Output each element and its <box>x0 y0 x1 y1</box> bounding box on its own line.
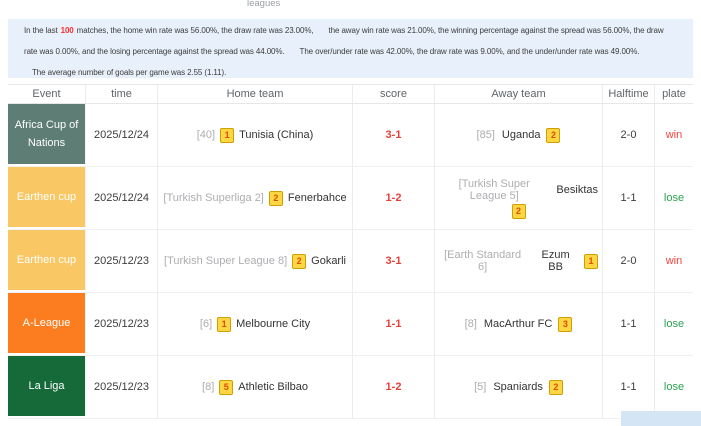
home-rank: [Turkish Super League 8] <box>164 255 288 267</box>
home-card-badge: 1 <box>220 127 235 143</box>
away-team-name: Uganda <box>501 129 541 141</box>
header-cell-score: score <box>353 85 435 103</box>
away-rank: [5] <box>474 381 487 393</box>
summary-intro: In the last <box>24 26 58 35</box>
away-rank: [8] <box>464 318 477 330</box>
home-team-cell[interactable]: [Turkish Superliga 2] 2 Fenerbahce <box>158 167 353 229</box>
match-row[interactable]: La Liga 2025/12/23 [8] 5 Athletic Bilbao… <box>8 356 693 419</box>
score-cell: 3-1 <box>353 230 435 292</box>
summary-line-1: In the last 100 matches, the home win rate… <box>24 20 689 41</box>
results-table: Event time Home team score Away team Hal… <box>8 84 693 419</box>
away-team-cell[interactable]: [Turkish Super League 5] Besiktas 2 <box>435 167 603 229</box>
home-team-name: Athletic Bilbao <box>238 381 308 393</box>
match-row[interactable]: Africa Cup of Nations 2025/12/24 [40] 1 … <box>8 104 693 167</box>
time-cell: 2025/12/23 <box>86 356 158 418</box>
time-cell: 2025/12/24 <box>86 167 158 229</box>
away-rank: [85] <box>476 129 495 141</box>
away-team-group: [Turkish Super League 5] Besiktas <box>439 178 598 202</box>
header-cell-home-team: Home team <box>158 85 353 103</box>
home-team-cell[interactable]: [6] 1 Melbourne City <box>158 293 353 355</box>
away-card-badge: 2 <box>511 203 526 219</box>
away-team-name: MacArthur FC <box>483 318 553 330</box>
score-cell: 3-1 <box>353 104 435 166</box>
away-team-name: Besiktas <box>556 183 598 196</box>
plate-cell: lose <box>663 318 685 330</box>
summary-line-2: rate was 0.00%, and the losing percentag… <box>24 41 689 62</box>
event-cell[interactable]: Earthen cup <box>8 230 86 292</box>
match-row[interactable]: A-League 2025/12/23 [6] 1 Melbourne City… <box>8 293 693 356</box>
home-card-badge: 2 <box>268 190 283 206</box>
header-cell-plate: plate <box>662 88 686 100</box>
halftime-cell: 2-0 <box>603 104 655 166</box>
away-team-group: [8] MacArthur FC <box>465 318 553 330</box>
score-cell: 1-1 <box>353 293 435 355</box>
time-cell: 2025/12/24 <box>86 104 158 166</box>
away-team-cell[interactable]: [8] MacArthur FC 3 <box>435 293 603 355</box>
plate-cell: win <box>665 129 683 141</box>
home-rank: [6] <box>199 318 213 330</box>
match-row[interactable]: Earthen cup 2025/12/23 [Turkish Super Le… <box>8 230 693 293</box>
match-row[interactable]: Earthen cup 2025/12/24 [Turkish Superlig… <box>8 167 693 230</box>
halftime-cell: 1-1 <box>603 293 655 355</box>
home-card-badge: 1 <box>217 316 232 332</box>
away-team-cell[interactable]: [Earth Standard 6] Ezum BB 1 <box>435 230 603 292</box>
away-team-group: [Earth Standard 6] Ezum BB <box>439 249 578 273</box>
header-cell-time: time <box>86 85 158 103</box>
event-cell[interactable]: A-League <box>8 293 86 355</box>
event-cell[interactable]: Africa Cup of Nations <box>8 104 86 166</box>
away-team-name: Ezum BB <box>541 249 570 273</box>
halftime-cell: 2-0 <box>603 230 655 292</box>
away-card-badge: 2 <box>548 379 563 395</box>
summary-line-3: The average number of goals per game was… <box>24 62 689 83</box>
away-rank: [Earth Standard 6] <box>444 249 522 273</box>
home-team-name: Melbourne City <box>236 318 311 330</box>
home-team-cell[interactable]: [Turkish Super League 8] 2 Gokarli <box>158 230 353 292</box>
halftime-cell: 1-1 <box>603 167 655 229</box>
home-rank: [40] <box>196 129 216 141</box>
header-cell-event: Event <box>8 85 86 103</box>
away-team-group: [5] Spaniards <box>474 381 543 393</box>
away-team-name: Spaniards <box>493 381 543 393</box>
home-team-name: Gokarli <box>311 255 346 267</box>
away-team-cell[interactable]: [5] Spaniards 2 <box>435 356 603 418</box>
home-rank: [8] <box>202 381 215 393</box>
summary-away-stats: the away win rate was 21.00%, the winnin… <box>328 26 664 35</box>
away-card-badge: 3 <box>558 316 573 332</box>
score-cell: 1-2 <box>353 356 435 418</box>
clipped-leagues-tab[interactable]: leagues <box>247 0 281 9</box>
event-cell[interactable]: La Liga <box>8 356 86 418</box>
away-rank: [Turkish Super League 5] <box>458 177 530 202</box>
summary-panel: In the last 100 matches, the home win rate… <box>8 19 693 78</box>
plate-cell: win <box>665 255 683 267</box>
time-cell: 2025/12/23 <box>86 230 158 292</box>
home-card-badge: 2 <box>292 253 307 269</box>
summary-home-stats: matches, the home win rate was 56.00%, t… <box>76 26 314 35</box>
plate-cell: lose <box>663 381 685 393</box>
home-card-badge: 5 <box>219 379 234 395</box>
home-team-cell[interactable]: [40] 1 Tunisia (China) <box>158 104 353 166</box>
event-cell[interactable]: Earthen cup <box>8 167 86 229</box>
table-header-row: Event time Home team score Away team Hal… <box>8 84 693 104</box>
away-card-badge: 1 <box>584 253 598 269</box>
bottom-right-partial-bar <box>621 411 701 426</box>
away-card-badge: 2 <box>546 127 561 143</box>
summary-over-under-stats: The over/under rate was 42.00%, the draw… <box>299 47 640 56</box>
away-team-group: [85] Uganda <box>477 129 541 141</box>
match-count: 100 <box>60 26 74 35</box>
time-cell: 2025/12/23 <box>86 293 158 355</box>
home-team-cell[interactable]: [8] 5 Athletic Bilbao <box>158 356 353 418</box>
header-cell-halftime: Halftime <box>603 85 655 103</box>
home-team-name: Fenerbahce <box>287 192 347 204</box>
home-rank: [Turkish Superliga 2] <box>163 192 264 204</box>
home-team-name: Tunisia (China) <box>239 129 314 141</box>
summary-spread-stats: rate was 0.00%, and the losing percentag… <box>24 47 285 56</box>
plate-cell: lose <box>663 192 685 204</box>
header-cell-away-team: Away team <box>435 85 603 103</box>
score-cell: 1-2 <box>353 167 435 229</box>
halftime-cell: 1-1 <box>603 356 655 418</box>
away-team-cell[interactable]: [85] Uganda 2 <box>435 104 603 166</box>
summary-goals-average: The average number of goals per game was… <box>32 68 227 77</box>
